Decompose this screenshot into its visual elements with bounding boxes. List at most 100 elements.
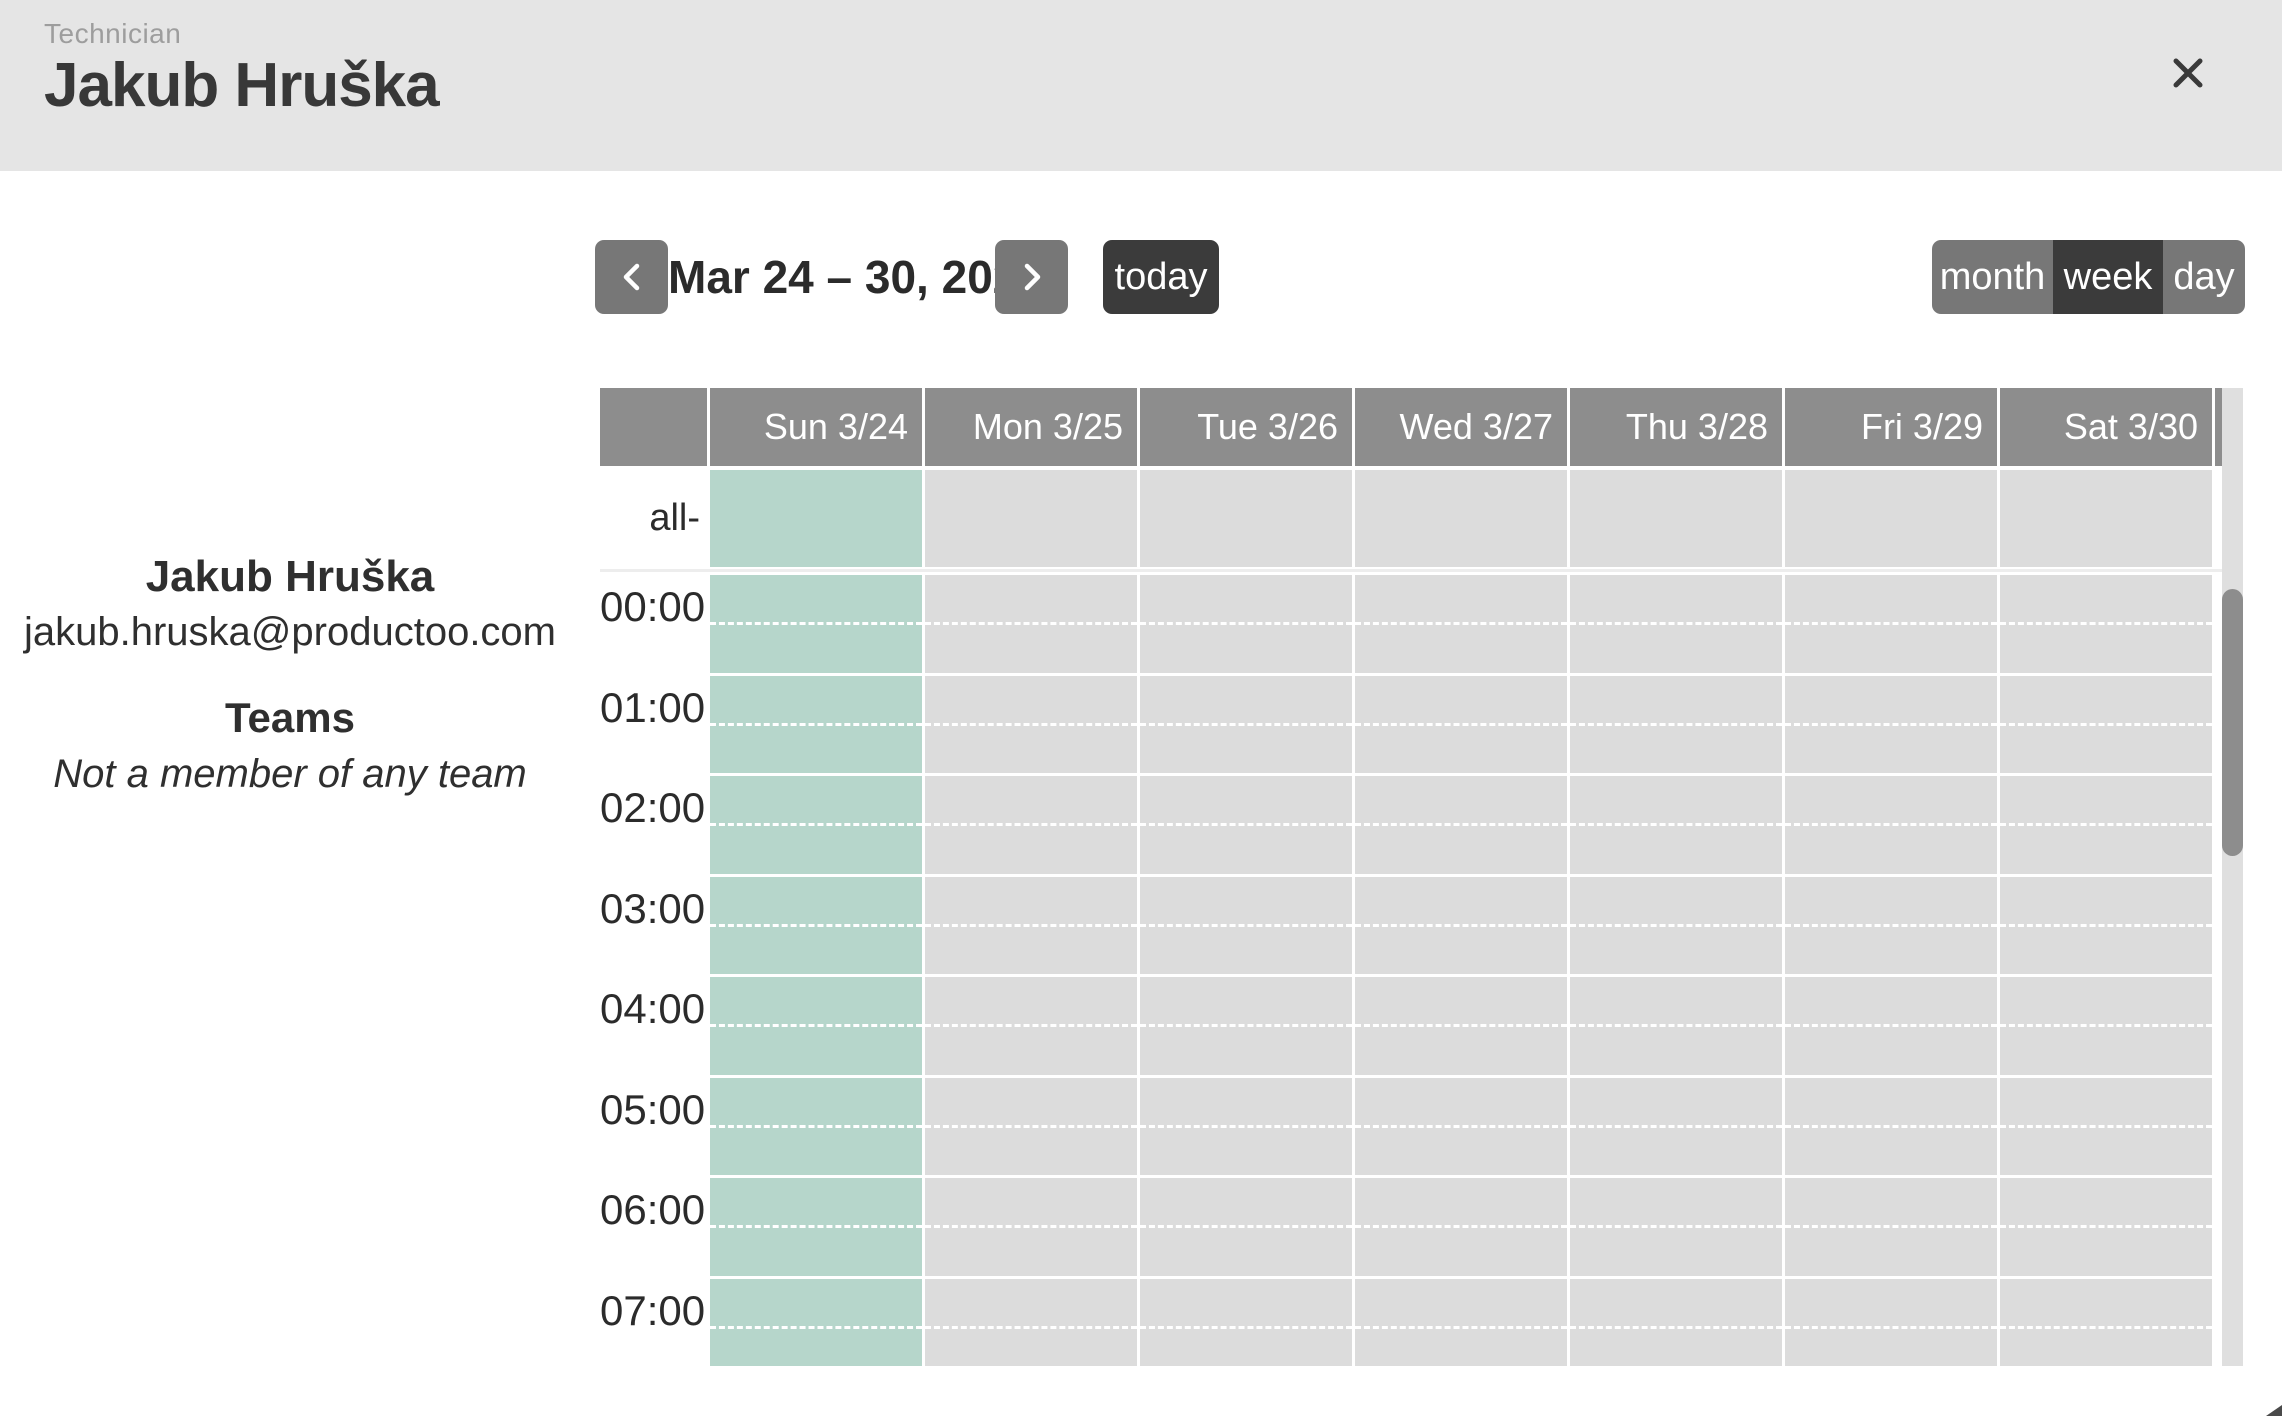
time-label: 01:00: [600, 675, 710, 776]
time-slot-cell: [925, 575, 1140, 676]
time-slot-cell: [925, 1077, 1140, 1178]
all-day-cell: [2000, 470, 2215, 567]
view-switcher: month week day: [1932, 240, 2245, 314]
teams-empty-note: Not a member of any team: [53, 752, 527, 796]
all-day-label: all-day: [600, 470, 710, 636]
technician-email: jakub.hruska@productoo.com: [24, 610, 556, 654]
time-grid: 00:00 01:00 02:00 03:00 04:00 05:00 06:00 07:00: [600, 575, 2215, 1366]
time-slot-cell: [1785, 776, 2000, 877]
all-day-cell: [1355, 470, 1570, 567]
page-title: Jakub Hruška: [44, 51, 440, 120]
close-icon: [2173, 58, 2203, 88]
time-slot-cell: [2000, 575, 2215, 676]
time-slot-cell: [710, 876, 925, 977]
day-header-row: Sun 3/24 Mon 3/25 Tue 3/26 Wed 3/27 Thu 3/28…: [600, 388, 2222, 466]
prev-week-button[interactable]: [595, 240, 668, 314]
time-label: 02:00: [600, 776, 710, 877]
time-slot-cell: [1785, 1077, 2000, 1178]
time-slot-cell: [1785, 876, 2000, 977]
time-label: 04:00: [600, 977, 710, 1078]
time-slot-cell: [1355, 1178, 1570, 1279]
time-slot-cell: [710, 675, 925, 776]
time-slot-cell: [1355, 575, 1570, 676]
modal-header: Technician Jakub Hruška: [0, 0, 2282, 171]
time-slot-cell: [1570, 1077, 1785, 1178]
all-day-cell: [1785, 470, 2000, 567]
hour-row: 07:00: [600, 1278, 2215, 1366]
time-slot-cell: [1570, 1278, 1785, 1366]
time-slot-cell: [925, 1278, 1140, 1366]
modal-eyebrow: Technician: [44, 18, 182, 49]
chevron-right-icon: [1024, 263, 1040, 291]
view-button-day[interactable]: day: [2163, 240, 2245, 314]
time-slot-cell: [1140, 876, 1355, 977]
time-slot-cell: [1140, 1278, 1355, 1366]
teams-heading: Teams: [225, 694, 355, 741]
time-slot-cell: [2000, 977, 2215, 1078]
day-header-cell: Thu 3/28: [1570, 388, 1785, 466]
time-slot-cell: [1355, 876, 1570, 977]
time-slot-cell: [710, 776, 925, 877]
time-slot-cell: [2000, 1077, 2215, 1178]
hour-row: 05:00: [600, 1077, 2215, 1178]
time-slot-cell: [1355, 1278, 1570, 1366]
time-slot-cell: [710, 1178, 925, 1279]
time-label: 07:00: [600, 1278, 710, 1366]
technician-name: Jakub Hruška: [145, 552, 435, 601]
time-slot-cell: [1140, 1178, 1355, 1279]
time-slot-cell: [925, 776, 1140, 877]
hour-row: 03:00: [600, 876, 2215, 977]
time-slot-cell: [1355, 1077, 1570, 1178]
time-slot-cell: [925, 675, 1140, 776]
all-day-cell: [925, 470, 1140, 567]
all-day-cell: [1570, 470, 1785, 567]
time-label: 03:00: [600, 876, 710, 977]
time-slot-cell: [1570, 1178, 1785, 1279]
day-header-cell: Sat 3/30: [2000, 388, 2215, 466]
day-header-cell: Wed 3/27: [1355, 388, 1570, 466]
hour-row: 01:00: [600, 675, 2215, 776]
time-label: 05:00: [600, 1077, 710, 1178]
day-header-cell: Mon 3/25: [925, 388, 1140, 466]
time-label: 06:00: [600, 1178, 710, 1279]
all-day-row: all-day: [600, 470, 2215, 636]
hour-row: 06:00: [600, 1178, 2215, 1279]
day-header-filler: [2215, 388, 2222, 466]
next-week-button[interactable]: [995, 240, 1068, 314]
grid-divider: [600, 569, 2222, 572]
hour-row: 00:00: [600, 575, 2215, 676]
time-slot-cell: [2000, 776, 2215, 877]
time-slot-cell: [1570, 776, 1785, 877]
day-header-cell: Tue 3/26: [1140, 388, 1355, 466]
chevron-left-icon: [623, 263, 639, 291]
time-slot-cell: [1140, 977, 1355, 1078]
day-header-cells: Sun 3/24 Mon 3/25 Tue 3/26 Wed 3/27 Thu 3/28…: [710, 388, 2215, 466]
calendar-scrollbar-track[interactable]: [2222, 388, 2243, 1366]
time-slot-cell: [2000, 1178, 2215, 1279]
view-button-month[interactable]: month: [1932, 240, 2053, 314]
time-slot-cell: [925, 876, 1140, 977]
time-slot-cell: [2000, 1278, 2215, 1366]
time-slot-cell: [710, 1278, 925, 1366]
time-slot-cell: [710, 575, 925, 676]
time-slot-cell: [1785, 675, 2000, 776]
time-slot-cell: [710, 977, 925, 1078]
view-button-week[interactable]: week: [2053, 240, 2163, 314]
close-button[interactable]: [2156, 41, 2220, 105]
hour-row: 02:00: [600, 776, 2215, 877]
time-label: 00:00: [600, 575, 710, 676]
time-slot-cell: [1140, 776, 1355, 877]
date-range-label: Mar 24 – 30, 2024: [668, 251, 1044, 303]
calendar-scrollbar-thumb[interactable]: [2222, 589, 2243, 856]
time-slot-cell: [2000, 876, 2215, 977]
resize-corner-icon: [2266, 1405, 2282, 1416]
time-slot-cell: [710, 1077, 925, 1178]
time-slot-cell: [1570, 977, 1785, 1078]
today-button[interactable]: today: [1103, 240, 1219, 314]
day-header-cell: Sun 3/24: [710, 388, 925, 466]
time-slot-cell: [1355, 776, 1570, 877]
all-day-cell: [710, 470, 925, 567]
time-slot-cell: [1785, 1278, 2000, 1366]
hour-row: 04:00: [600, 977, 2215, 1078]
time-slot-cell: [1570, 675, 1785, 776]
